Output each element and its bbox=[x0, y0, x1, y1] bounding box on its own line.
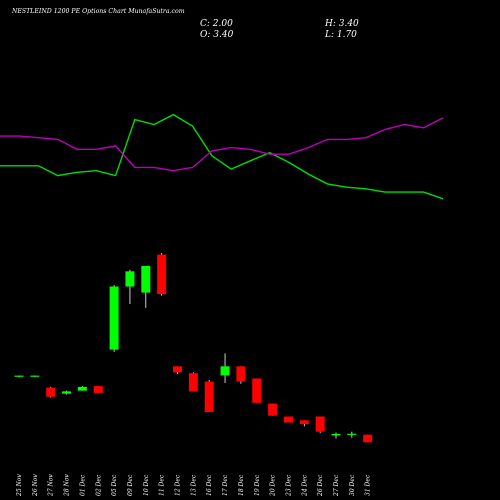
candle-body bbox=[188, 373, 198, 392]
candle-body bbox=[157, 254, 167, 295]
candle bbox=[188, 372, 198, 392]
x-tick-label: 26 Nov bbox=[32, 474, 39, 497]
candle-body bbox=[252, 378, 262, 403]
purple-indicator-line bbox=[0, 117, 444, 172]
candle bbox=[347, 431, 357, 438]
candle-body bbox=[125, 271, 135, 287]
chart-title: NESTLEIND 1200 PE Options Chart MunafaSu… bbox=[11, 8, 185, 15]
x-tick-label: 26 Dec bbox=[317, 474, 324, 497]
candle-body bbox=[141, 266, 151, 293]
x-tick-label: 11 Dec bbox=[159, 474, 166, 496]
candle bbox=[268, 403, 278, 416]
candle-body bbox=[347, 433, 357, 435]
candle bbox=[14, 375, 24, 377]
candle-body bbox=[109, 286, 119, 350]
candle bbox=[173, 366, 182, 374]
x-tick-label: 10 Dec bbox=[143, 474, 150, 496]
candle bbox=[125, 269, 135, 304]
x-tick-label: 09 Dec bbox=[127, 474, 134, 496]
candle-body bbox=[46, 387, 56, 397]
candle-body bbox=[30, 375, 40, 377]
candle-body bbox=[14, 375, 24, 377]
candle-body bbox=[93, 386, 103, 393]
candle bbox=[252, 378, 262, 403]
candle-body bbox=[236, 366, 246, 382]
candle-body bbox=[62, 391, 72, 394]
x-tick-label: 27 Nov bbox=[48, 474, 55, 497]
candle-body bbox=[331, 433, 341, 436]
candle bbox=[220, 353, 230, 384]
candle bbox=[299, 420, 309, 427]
candle bbox=[315, 416, 325, 434]
x-tick-label: 16 Dec bbox=[206, 474, 213, 496]
close-price: C: 2.00 bbox=[200, 19, 233, 29]
green-indicator-line bbox=[0, 113, 444, 200]
x-tick-label: 01 Dec bbox=[79, 474, 86, 496]
x-tick-label: 18 Dec bbox=[238, 474, 245, 496]
x-tick-label: 25 Nov bbox=[16, 474, 23, 497]
x-tick-label: 30 Dec bbox=[349, 474, 356, 496]
candle bbox=[157, 253, 167, 296]
candle-body bbox=[173, 366, 182, 373]
candle bbox=[77, 386, 87, 391]
x-tick-label: 12 Dec bbox=[175, 474, 182, 496]
candle-body bbox=[315, 416, 325, 432]
candle bbox=[62, 390, 72, 395]
candle bbox=[236, 366, 246, 384]
x-tick-label: 20 Dec bbox=[270, 474, 277, 497]
x-tick-label: 17 Dec bbox=[222, 474, 229, 496]
high-price: H: 3.40 bbox=[324, 19, 359, 29]
candle-body bbox=[204, 381, 214, 412]
candle bbox=[141, 266, 151, 308]
x-tick-label: 31 Dec bbox=[365, 474, 372, 496]
candle bbox=[331, 432, 341, 439]
candle-body bbox=[268, 403, 278, 416]
candle bbox=[93, 386, 103, 393]
candle-body bbox=[299, 420, 309, 425]
indicator-lines bbox=[0, 113, 444, 200]
candle-body bbox=[77, 386, 87, 391]
candle-body bbox=[283, 416, 293, 423]
x-axis-ticks: 25 Nov 26 Nov 27 Nov 28 Nov 01 Dec 02 Dec 05 D… bbox=[16, 474, 372, 497]
low-price: L: 1.70 bbox=[324, 30, 357, 40]
x-tick-label: 02 Dec bbox=[95, 474, 102, 496]
x-tick-label: 27 Dec bbox=[333, 474, 340, 497]
candle-body bbox=[363, 434, 373, 443]
candle-body bbox=[220, 366, 230, 376]
candle bbox=[30, 375, 40, 377]
x-tick-label: 05 Dec bbox=[111, 474, 118, 496]
candlesticks bbox=[14, 253, 373, 443]
x-tick-label: 24 Dec bbox=[301, 474, 308, 497]
x-tick-label: 28 Nov bbox=[64, 474, 71, 497]
candle bbox=[204, 380, 214, 412]
open-price: O: 3.40 bbox=[200, 30, 234, 40]
candle bbox=[283, 416, 293, 423]
x-tick-label: 23 Dec bbox=[285, 474, 292, 497]
candle bbox=[109, 285, 119, 352]
x-tick-label: 19 Dec bbox=[254, 474, 261, 496]
candle bbox=[46, 386, 56, 398]
candle bbox=[363, 434, 373, 443]
x-tick-label: 13 Dec bbox=[190, 474, 197, 496]
